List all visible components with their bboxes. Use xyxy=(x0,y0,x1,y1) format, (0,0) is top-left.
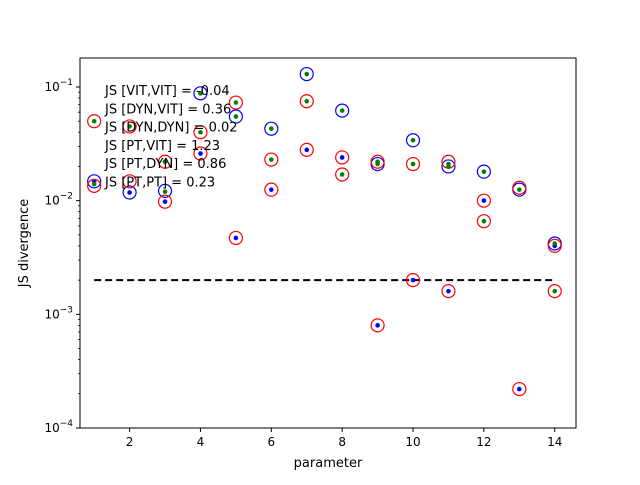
data-point-ring xyxy=(193,86,208,101)
annotation-text: JS [PT,PT] = 0.23 xyxy=(104,176,215,191)
data-point-dot xyxy=(375,323,380,328)
data-point-dot xyxy=(339,172,345,177)
x-tick-label: 10 xyxy=(405,435,420,449)
data-point-ring xyxy=(476,164,491,179)
data-point-ring xyxy=(335,103,350,118)
data-point-ring xyxy=(299,94,314,109)
data-point-ring xyxy=(122,185,137,200)
data-point-dot xyxy=(375,159,380,165)
data-point-ring xyxy=(228,230,243,246)
data-point-dot xyxy=(91,118,97,124)
data-point-ring xyxy=(157,154,173,169)
data-point-dot xyxy=(446,164,451,169)
x-tick-label: 2 xyxy=(126,435,134,449)
y-tick-label: 10−2 xyxy=(44,192,73,208)
data-point-dot xyxy=(233,100,239,105)
data-point-dot xyxy=(552,288,558,294)
annotation-text: JS [DYN,VIT] = 0.36 xyxy=(104,102,231,117)
data-point-ring xyxy=(157,183,173,198)
data-point-ring xyxy=(476,193,491,208)
data-point-dot xyxy=(91,181,97,187)
data-point-dot xyxy=(269,187,274,192)
data-point-ring xyxy=(405,133,421,148)
data-point-ring xyxy=(87,178,102,193)
data-point-dot xyxy=(339,108,345,113)
data-point-dot xyxy=(127,190,132,195)
data-point-dot xyxy=(410,137,416,143)
data-point-dot xyxy=(552,241,558,246)
data-point-ring xyxy=(157,194,173,209)
annotation-text: JS [DYN,DYN] = 0.02 xyxy=(104,121,238,136)
data-point-ring xyxy=(441,284,456,299)
data-point-ring xyxy=(441,159,456,174)
data-point-ring xyxy=(335,167,350,182)
data-point-ring xyxy=(370,154,385,169)
data-point-dot xyxy=(517,187,522,192)
data-point-dot xyxy=(304,147,310,153)
x-tick-label: 4 xyxy=(197,435,205,449)
data-point-dot xyxy=(446,288,451,294)
data-point-dot xyxy=(162,159,168,165)
data-point-ring xyxy=(547,238,562,254)
data-point-dot xyxy=(162,199,168,204)
data-point-dot xyxy=(269,126,274,131)
annotation-text: JS [PT,DYN] = 0.86 xyxy=(104,157,226,172)
data-point-dot xyxy=(481,169,487,174)
data-point-dot xyxy=(304,98,310,104)
data-point-ring xyxy=(264,152,279,167)
data-point-ring xyxy=(405,156,421,172)
data-point-ring xyxy=(299,66,314,82)
data-point-ring xyxy=(264,121,279,136)
data-point-dot xyxy=(410,161,416,167)
y-tick-label: 10−3 xyxy=(44,305,73,321)
x-tick-label: 6 xyxy=(267,435,275,449)
annotation-text: JS [PT,VIT] = 1.23 xyxy=(104,139,220,154)
data-point-ring xyxy=(370,318,385,333)
data-point-ring xyxy=(87,174,102,189)
data-point-dot xyxy=(233,114,239,119)
data-point-dot xyxy=(198,151,203,156)
data-point-dot xyxy=(162,189,168,194)
y-tick-label: 10−1 xyxy=(44,78,73,94)
x-tick-label: 14 xyxy=(547,435,562,449)
x-axis-label: parameter xyxy=(294,456,363,471)
x-tick-label: 12 xyxy=(476,435,491,449)
data-point-dot xyxy=(198,91,203,96)
data-point-dot xyxy=(339,155,345,160)
plot-frame xyxy=(79,57,577,429)
data-point-dot xyxy=(198,129,203,135)
data-point-dot xyxy=(481,198,487,203)
data-point-dot xyxy=(233,235,239,241)
data-point-ring xyxy=(228,95,243,110)
data-point-ring xyxy=(299,142,314,157)
data-point-ring xyxy=(405,273,421,288)
data-point-ring xyxy=(228,109,243,124)
data-point-ring xyxy=(264,182,279,197)
data-point-ring xyxy=(512,381,527,397)
y-tick-label: 10−4 xyxy=(44,419,73,435)
data-point-ring xyxy=(512,180,527,195)
data-point-ring xyxy=(122,174,137,189)
y-axis-label: JS divergence xyxy=(17,199,32,289)
x-tick-label: 8 xyxy=(338,435,346,449)
data-point-dot xyxy=(269,157,274,162)
data-point-dot xyxy=(517,386,522,392)
data-point-ring xyxy=(547,284,562,299)
data-point-ring xyxy=(335,150,350,165)
data-point-dot xyxy=(481,218,487,224)
data-point-ring xyxy=(87,114,102,129)
data-point-dot xyxy=(304,71,310,77)
data-point-ring xyxy=(193,146,208,161)
data-point-ring xyxy=(476,214,491,229)
data-point-dot xyxy=(410,277,416,283)
data-point-dot xyxy=(127,124,132,129)
annotation-text: JS [VIT,VIT] = -0.04 xyxy=(104,84,230,99)
data-point-ring xyxy=(193,125,208,140)
data-point-ring xyxy=(122,119,137,134)
